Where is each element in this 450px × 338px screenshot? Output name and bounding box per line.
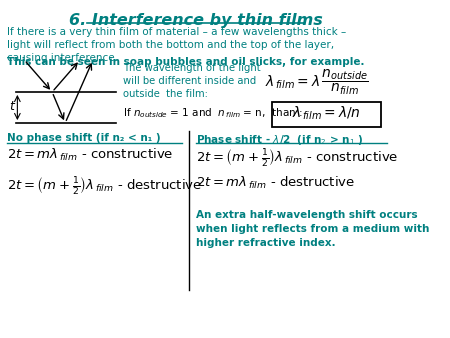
FancyBboxPatch shape: [272, 101, 381, 126]
Text: $\lambda_{\,film} = \lambda\,\dfrac{n_{outside}}{n_{film}}$: $\lambda_{\,film} = \lambda\,\dfrac{n_{o…: [265, 68, 369, 97]
Text: t: t: [9, 100, 14, 114]
Text: This can be seen in soap bubbles and oil slicks, for example.: This can be seen in soap bubbles and oil…: [7, 57, 364, 67]
Text: The wavelength of the light
will be different inside and
outside  the film:: The wavelength of the light will be diff…: [123, 63, 261, 99]
Text: If $n_{outside}$ = 1 and  $n_{\,film}$ = n,  than :: If $n_{outside}$ = 1 and $n_{\,film}$ = …: [123, 106, 303, 120]
Text: Phase shift - $\lambda$/2  (if n$_2$ > n$_1$ ): Phase shift - $\lambda$/2 (if n$_2$ > n$…: [195, 133, 363, 147]
Text: 6. Interference by thin films: 6. Interference by thin films: [68, 13, 322, 28]
Text: $2t = \left(m+\frac{1}{2}\right)\lambda_{\,film}$ - constructive: $2t = \left(m+\frac{1}{2}\right)\lambda_…: [195, 147, 398, 169]
Text: $\lambda_{\,film} = \lambda / n$: $\lambda_{\,film} = \lambda / n$: [292, 104, 361, 122]
Text: $2t = \left(m+\frac{1}{2}\right)\lambda_{\,film}$ - destructive: $2t = \left(m+\frac{1}{2}\right)\lambda_…: [7, 175, 202, 197]
Text: An extra half-wavelength shift occurs
when light reflects from a medium with
hig: An extra half-wavelength shift occurs wh…: [195, 210, 429, 248]
Text: $2t = m\lambda_{\,film}$ - constructive: $2t = m\lambda_{\,film}$ - constructive: [7, 147, 173, 163]
Text: If there is a very thin film of material – a few wavelengths thick –
light will : If there is a very thin film of material…: [7, 27, 346, 64]
Text: No phase shift (if n₂ < n₁ ): No phase shift (if n₂ < n₁ ): [7, 133, 161, 143]
Text: $2t = m\lambda_{\,film}$ - destructive: $2t = m\lambda_{\,film}$ - destructive: [195, 175, 355, 191]
